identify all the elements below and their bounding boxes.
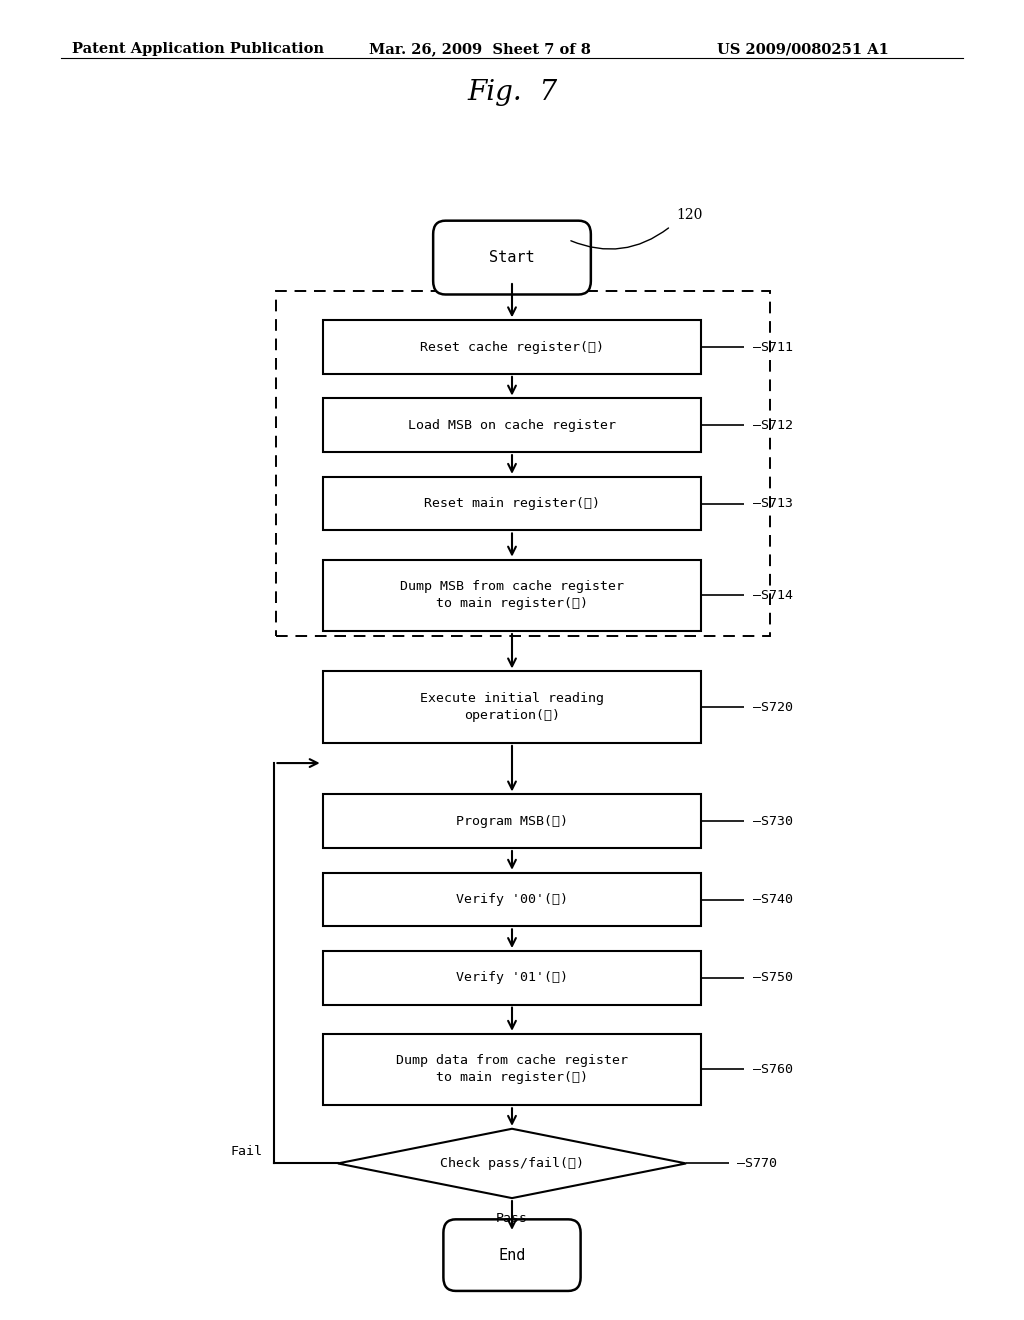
Polygon shape bbox=[338, 1129, 686, 1199]
Text: —S711: —S711 bbox=[753, 341, 793, 354]
FancyBboxPatch shape bbox=[433, 220, 591, 294]
Bar bbox=[323, 560, 701, 631]
Bar bbox=[323, 950, 701, 1005]
Text: —S714: —S714 bbox=[753, 589, 793, 602]
Text: Verify '00'(⑦): Verify '00'(⑦) bbox=[456, 894, 568, 906]
Text: —S730: —S730 bbox=[753, 814, 793, 828]
Text: Pass: Pass bbox=[496, 1212, 528, 1225]
Text: Start: Start bbox=[489, 249, 535, 265]
Text: —S750: —S750 bbox=[753, 972, 793, 985]
Text: —S720: —S720 bbox=[753, 701, 793, 714]
Text: Check pass/fail(⑧): Check pass/fail(⑧) bbox=[440, 1156, 584, 1170]
Text: Reset main register(②): Reset main register(②) bbox=[424, 498, 600, 510]
Text: —S712: —S712 bbox=[753, 418, 793, 432]
Text: Execute initial reading
operation(④): Execute initial reading operation(④) bbox=[420, 692, 604, 722]
Bar bbox=[323, 477, 701, 531]
Bar bbox=[276, 292, 770, 635]
FancyBboxPatch shape bbox=[443, 1220, 581, 1291]
Text: End: End bbox=[499, 1247, 525, 1263]
Text: —S740: —S740 bbox=[753, 894, 793, 906]
Text: Fig.  7: Fig. 7 bbox=[467, 79, 557, 106]
Text: Patent Application Publication: Patent Application Publication bbox=[72, 42, 324, 57]
Bar bbox=[323, 1034, 701, 1105]
Text: 120: 120 bbox=[676, 209, 702, 222]
Text: Verify '01'(④): Verify '01'(④) bbox=[456, 972, 568, 985]
Bar bbox=[323, 873, 701, 927]
Text: —S760: —S760 bbox=[753, 1063, 793, 1076]
Text: —S713: —S713 bbox=[753, 498, 793, 510]
Text: Reset cache register(①): Reset cache register(①) bbox=[420, 341, 604, 354]
Bar bbox=[323, 399, 701, 453]
Text: —S770: —S770 bbox=[737, 1156, 777, 1170]
Text: US 2009/0080251 A1: US 2009/0080251 A1 bbox=[717, 42, 889, 57]
Bar bbox=[323, 795, 701, 847]
Text: Load MSB on cache register: Load MSB on cache register bbox=[408, 418, 616, 432]
Text: Fail: Fail bbox=[230, 1144, 262, 1158]
Bar bbox=[323, 672, 701, 743]
Text: Dump data from cache register
to main register(③): Dump data from cache register to main re… bbox=[396, 1055, 628, 1085]
Bar bbox=[323, 321, 701, 374]
Text: Program MSB(⑤): Program MSB(⑤) bbox=[456, 814, 568, 828]
Text: Mar. 26, 2009  Sheet 7 of 8: Mar. 26, 2009 Sheet 7 of 8 bbox=[369, 42, 591, 57]
Text: Dump MSB from cache register
to main register(③): Dump MSB from cache register to main reg… bbox=[400, 581, 624, 610]
